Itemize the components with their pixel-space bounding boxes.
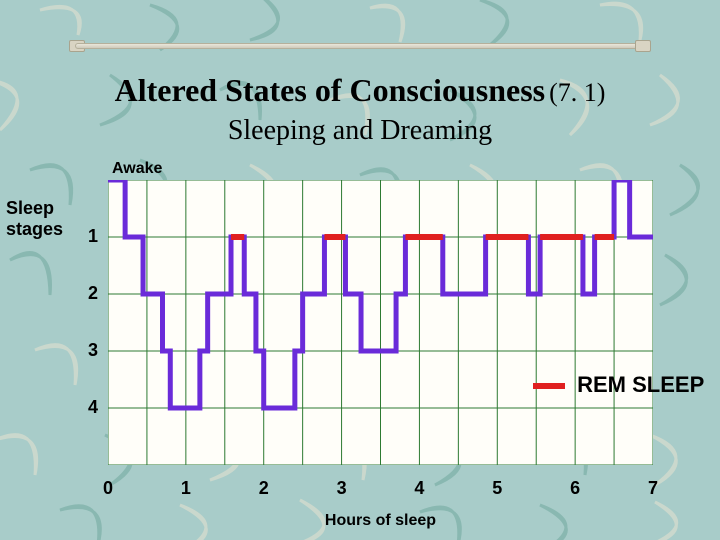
legend-swatch: [533, 383, 565, 389]
title-main: Altered States of Consciousness: [115, 72, 546, 108]
chart-canvas: [108, 180, 653, 465]
x-tick: 0: [103, 478, 113, 499]
x-tick: 3: [337, 478, 347, 499]
y-axis-label: Sleepstages: [6, 198, 63, 240]
x-tick: 6: [570, 478, 580, 499]
page-subtitle: Sleeping and Dreaming: [0, 115, 720, 147]
y-tick: 3: [88, 340, 98, 361]
x-tick: 2: [259, 478, 269, 499]
x-tick: 5: [492, 478, 502, 499]
page-title: Altered States of Consciousness (7. 1): [0, 72, 720, 109]
title-separator-rule: [75, 43, 645, 51]
x-axis-label: Hours of sleep: [108, 512, 653, 530]
y-tick: 2: [88, 283, 98, 304]
awake-label: Awake: [112, 160, 162, 178]
x-tick: 1: [181, 478, 191, 499]
legend-label: REM SLEEP: [577, 372, 704, 397]
rem-sleep-legend: REM SLEEP: [533, 372, 704, 398]
sleep-stages-chart: [108, 180, 653, 465]
y-tick: 4: [88, 397, 98, 418]
x-tick: 7: [648, 478, 658, 499]
y-tick: 1: [88, 226, 98, 247]
title-chapter: (7. 1): [549, 78, 605, 107]
x-tick: 4: [414, 478, 424, 499]
